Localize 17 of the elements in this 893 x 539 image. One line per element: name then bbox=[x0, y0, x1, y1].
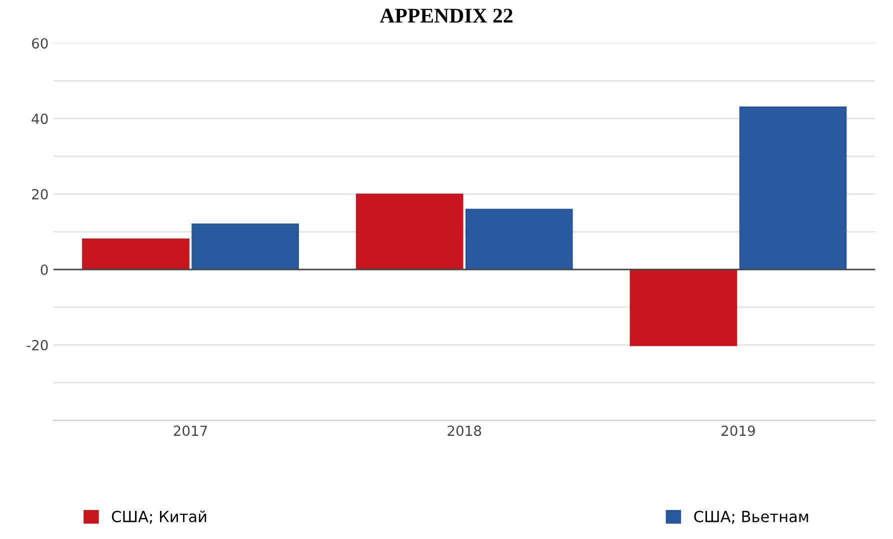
bar bbox=[465, 208, 573, 270]
bar bbox=[739, 106, 847, 270]
x-tick-label: 2017 bbox=[174, 426, 207, 436]
bar bbox=[192, 223, 299, 270]
y-tick-label: 0 bbox=[40, 264, 48, 275]
bar bbox=[356, 194, 464, 270]
y-tick-label: 60 bbox=[32, 38, 48, 49]
y-tick-label: 20 bbox=[32, 189, 48, 200]
x-tick-label: 2019 bbox=[722, 426, 755, 436]
legend-label: США; Вьетнам bbox=[694, 510, 808, 524]
legend-label: США; Китай bbox=[112, 510, 206, 524]
bar bbox=[82, 238, 190, 270]
y-tick-label: -20 bbox=[26, 340, 48, 350]
x-tick-label: 2018 bbox=[448, 426, 482, 436]
y-tick-label: 40 bbox=[32, 114, 48, 124]
chart-title: APPENDIX 22 bbox=[380, 8, 512, 23]
bar bbox=[630, 270, 738, 346]
